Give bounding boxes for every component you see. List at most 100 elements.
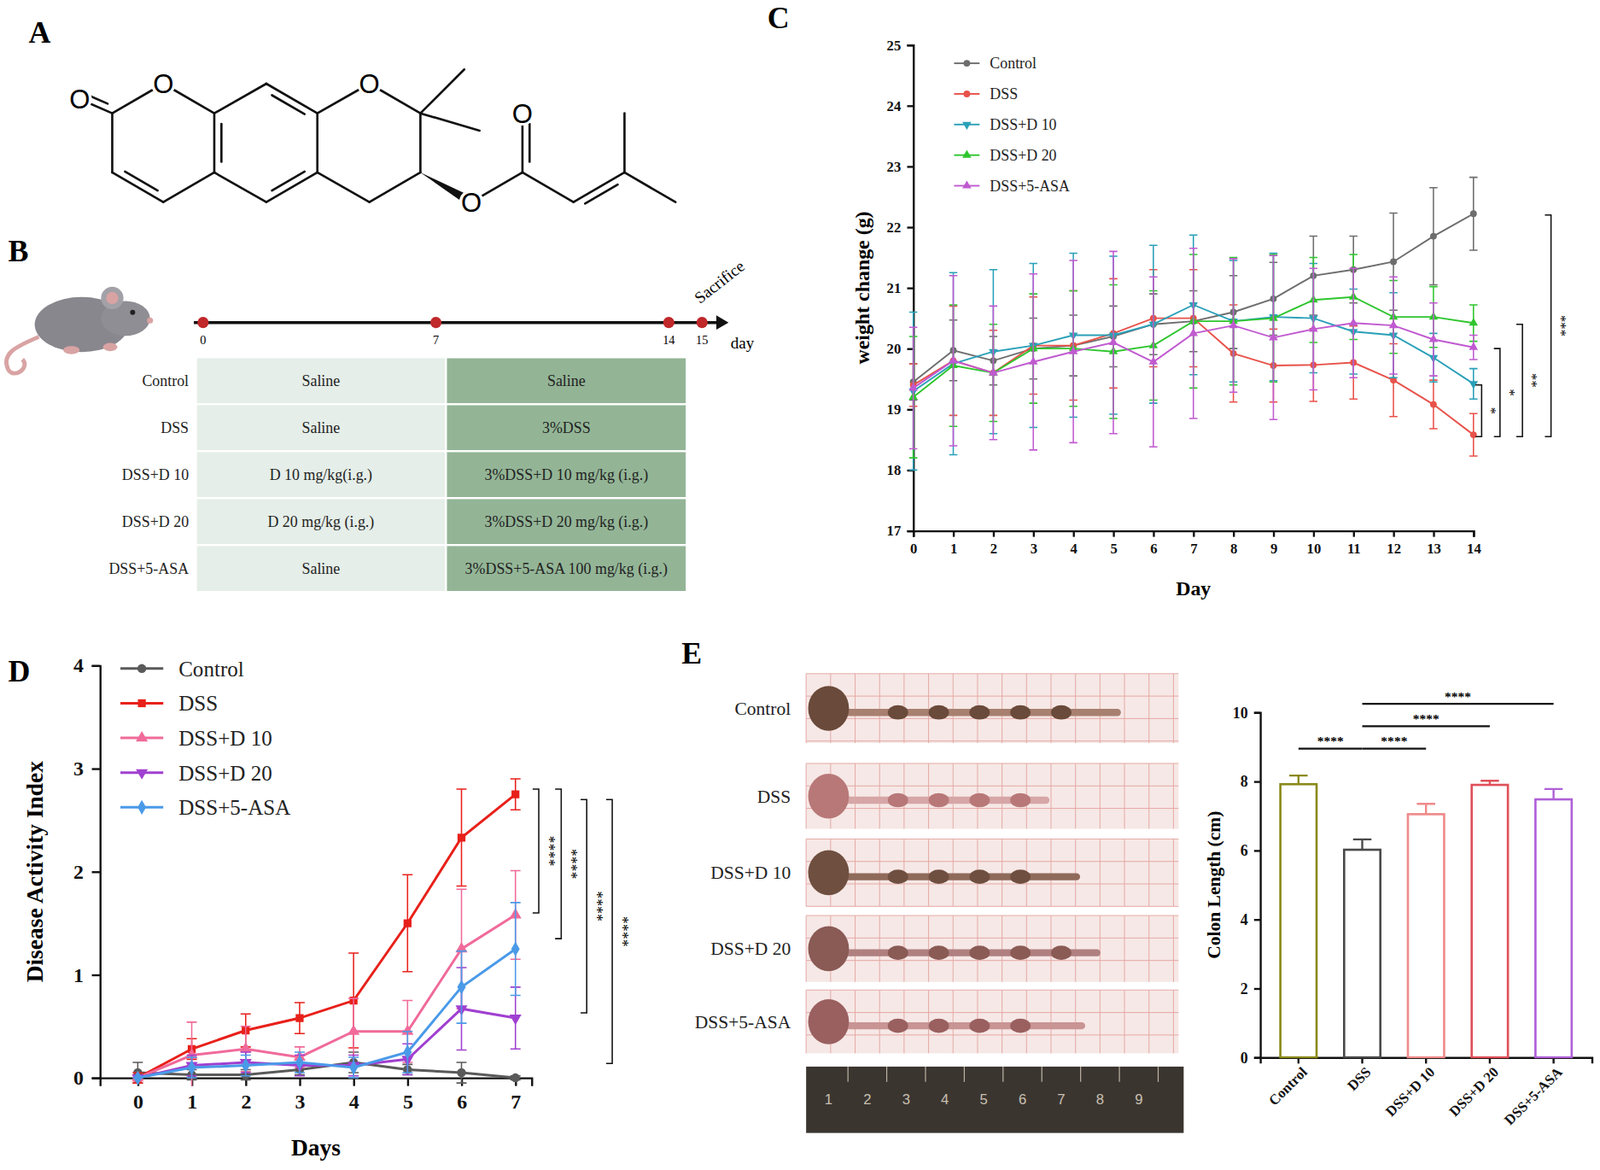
timeline-label: 14	[662, 332, 675, 347]
tick-label: 0	[73, 1066, 84, 1089]
mouse-ear-inner	[105, 291, 118, 304]
grid-paper-line	[1074, 838, 1076, 906]
tick-label: DSS+D 20	[1446, 1063, 1502, 1120]
error-bar	[510, 902, 521, 996]
tick-mark	[92, 974, 101, 976]
axis-line	[100, 1078, 533, 1087]
table-cell	[446, 545, 686, 591]
table-cell	[446, 498, 686, 544]
error-bar	[1544, 788, 1564, 800]
tick-label: 6	[1150, 540, 1157, 557]
cell-text: 3%DSS+5-ASA 100 mg/kg (i.g.)	[465, 560, 668, 579]
significance-label: ****	[540, 835, 558, 867]
row-label: DSS+D 10	[122, 466, 189, 484]
bond	[317, 172, 370, 203]
bond	[584, 184, 618, 204]
photo-label: Control	[735, 698, 792, 719]
significance-bracket	[1494, 348, 1501, 437]
grid-paper-line	[854, 915, 856, 982]
grid-paper-line	[1173, 915, 1174, 982]
error-bar	[1429, 187, 1438, 286]
mouse-tail	[5, 336, 39, 374]
tick-mark	[1313, 530, 1315, 537]
series-line	[137, 794, 515, 1078]
grid-paper-line	[1051, 763, 1052, 829]
series	[908, 234, 1478, 470]
marker	[509, 1014, 522, 1025]
grid-paper-line	[854, 989, 856, 1053]
tick: 8	[1230, 530, 1238, 556]
ruler-label: 2	[863, 1091, 871, 1108]
tick: 6	[1240, 841, 1261, 859]
line-chart: 0123456701234DaysDisease Activity IndexC…	[22, 654, 631, 1160]
significance-bracket	[1544, 215, 1551, 438]
series	[132, 1051, 520, 1083]
error-bar	[510, 778, 521, 810]
series	[131, 870, 521, 1086]
atom-label: O	[461, 187, 482, 218]
axis: 01234567891011121314	[910, 530, 1482, 556]
timeline-label: 0	[199, 332, 206, 347]
grid-paper-line	[879, 838, 881, 906]
tick-label: 12	[1386, 540, 1402, 557]
grid-paper-line	[805, 915, 807, 982]
error-bar	[402, 874, 413, 971]
grid-paper-line	[1051, 915, 1052, 982]
timeline-unit: day	[730, 333, 755, 352]
significance-bracket	[1475, 385, 1482, 437]
marker	[510, 1073, 520, 1082]
grid-paper-line	[805, 915, 1179, 917]
caecum	[808, 773, 850, 819]
error-bar	[909, 327, 918, 449]
error-bar	[1189, 248, 1198, 419]
bond	[163, 172, 215, 203]
marker	[1149, 356, 1159, 365]
marker	[187, 1059, 197, 1075]
bond	[266, 83, 318, 114]
panel-label: B	[8, 233, 30, 269]
error-bar	[1353, 839, 1373, 850]
tick-label: 4	[1070, 540, 1079, 557]
tick-label: 10	[1307, 540, 1322, 557]
legend-marker	[137, 699, 146, 707]
colon-pellet	[969, 945, 990, 960]
legend-marker	[135, 730, 148, 742]
legend: ControlDSSDSS+D 10DSS+D 20DSS+5-ASA	[953, 54, 1070, 194]
caecum	[808, 926, 850, 972]
grid-paper-line	[805, 762, 1179, 764]
tick: 23	[887, 158, 914, 176]
significance-label: *	[1483, 407, 1500, 415]
bar	[1343, 849, 1380, 1057]
error-bar	[348, 1056, 359, 1078]
error-bar	[1068, 260, 1078, 443]
tick-mark	[92, 870, 101, 873]
grid-paper-line	[805, 989, 1179, 991]
grid-paper-line	[1001, 673, 1003, 743]
tick-label: 3	[1030, 540, 1038, 557]
ruler-tick	[1118, 1066, 1120, 1082]
marker	[988, 367, 999, 375]
error-bar	[240, 1055, 252, 1076]
tick-mark	[1254, 1056, 1261, 1059]
tick-label: 2	[990, 540, 998, 557]
marker	[241, 1057, 251, 1073]
mouse-ear	[100, 286, 123, 310]
mouse-nose	[146, 317, 153, 324]
grid-paper-line	[1051, 989, 1052, 1053]
ruler-label: 7	[1056, 1091, 1065, 1108]
grid-paper-line	[1051, 838, 1052, 906]
grid-paper-line	[1148, 763, 1150, 829]
row-label: Control	[141, 372, 189, 390]
error-bar	[186, 1056, 198, 1078]
axis: 171819202122232425	[887, 37, 915, 540]
photo-background	[805, 673, 1179, 743]
significance-label: ****	[1317, 733, 1344, 748]
colon-pellet	[928, 793, 950, 808]
tick: 8	[1240, 772, 1261, 790]
table-cell	[197, 451, 445, 497]
tick: 0	[910, 530, 917, 556]
tick-label: 19	[887, 401, 902, 418]
significance-label: ****	[1380, 733, 1408, 748]
grid-paper-line	[1099, 838, 1101, 906]
tick-label: 17	[887, 522, 902, 539]
